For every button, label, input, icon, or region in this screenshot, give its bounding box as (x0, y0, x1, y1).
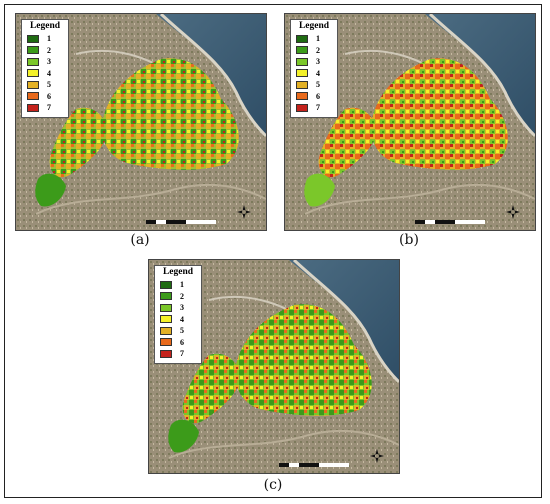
legend-item-5: 5 (22, 79, 68, 91)
legend-item-3: 3 (155, 302, 201, 314)
caption-b: (b) (399, 232, 419, 248)
legend-item-4: 4 (22, 68, 68, 80)
legend-item-4: 4 (291, 68, 337, 80)
legend-item-6: 6 (22, 91, 68, 103)
legend-c: Legend 1 2 3 4 5 6 7 (154, 265, 202, 364)
map-panel-b: Legend 1 2 3 4 5 6 7 (284, 13, 536, 231)
legend-title: Legend (298, 21, 330, 31)
legend-item-7: 7 (22, 102, 68, 114)
legend-item-3: 3 (291, 56, 337, 68)
legend-item-1: 1 (291, 33, 337, 45)
scale-bar (146, 220, 216, 224)
legend-a: Legend 1 2 3 4 5 6 7 (21, 19, 69, 118)
legend-item-7: 7 (291, 102, 337, 114)
legend-title: Legend (162, 267, 194, 277)
legend-item-5: 5 (291, 79, 337, 91)
legend-item-6: 6 (291, 91, 337, 103)
map-panel-c: Legend 1 2 3 4 5 6 7 (148, 259, 400, 474)
scale-bar (415, 220, 485, 224)
scale-bar (279, 463, 349, 467)
legend-item-1: 1 (22, 33, 68, 45)
legend-item-4: 4 (155, 314, 201, 326)
legend-item-2: 2 (22, 45, 68, 57)
legend-item-1: 1 (155, 279, 201, 291)
legend-b: Legend 1 2 3 4 5 6 7 (290, 19, 338, 118)
legend-item-7: 7 (155, 348, 201, 360)
caption-c: (c) (263, 477, 283, 493)
legend-item-2: 2 (291, 45, 337, 57)
legend-item-3: 3 (22, 56, 68, 68)
map-image-c (149, 260, 399, 473)
legend-title: Legend (29, 21, 61, 31)
caption-a: (a) (130, 232, 150, 248)
map-panel-a: Legend 1 2 3 4 5 6 7 (15, 13, 267, 231)
legend-item-6: 6 (155, 337, 201, 349)
legend-item-2: 2 (155, 291, 201, 303)
legend-item-5: 5 (155, 325, 201, 337)
